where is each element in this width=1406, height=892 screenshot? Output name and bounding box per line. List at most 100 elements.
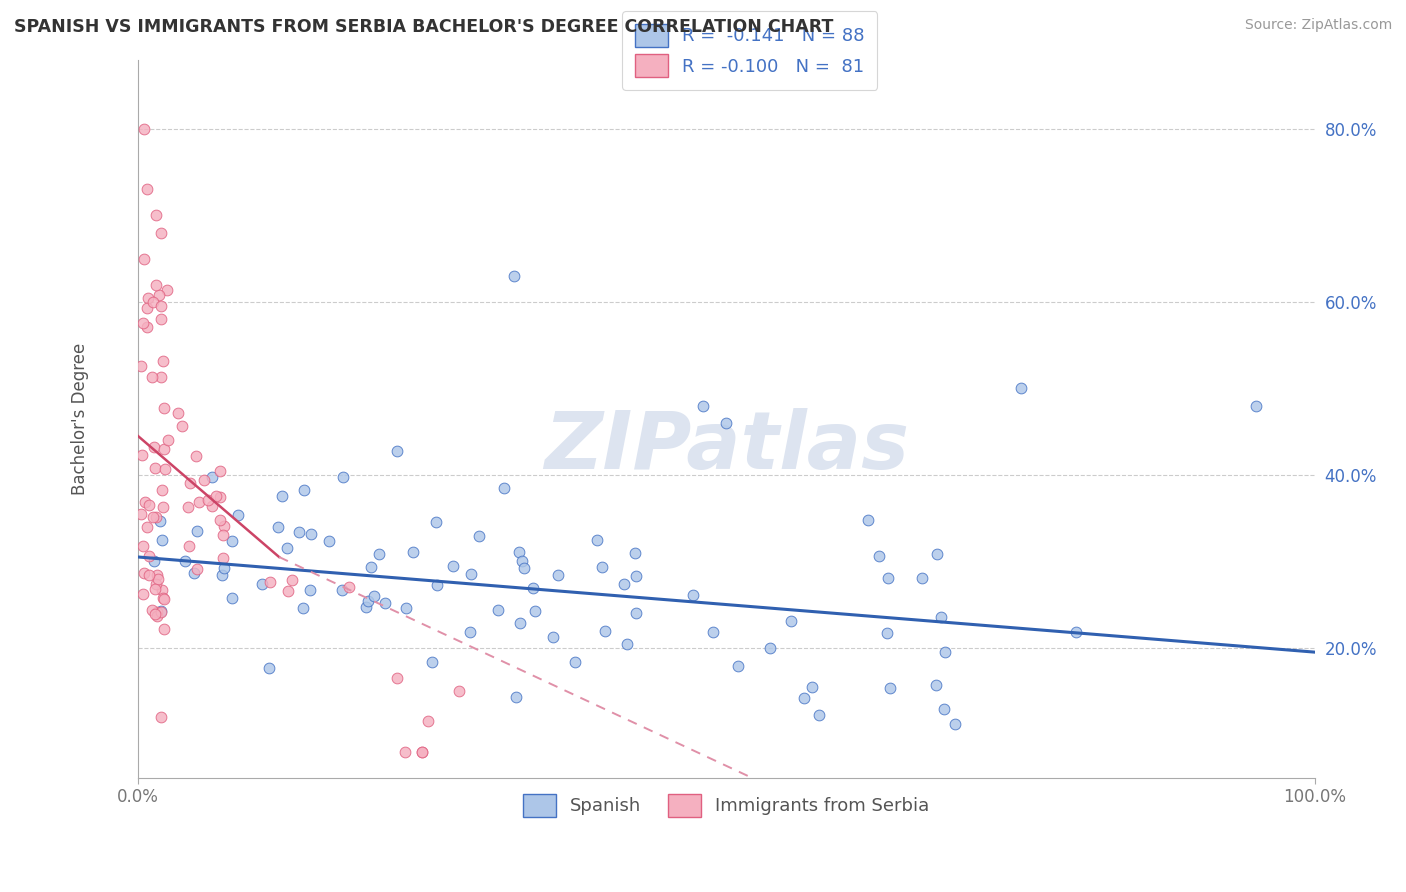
Point xyxy=(411,745,433,759)
Point xyxy=(332,470,354,484)
Point xyxy=(793,691,815,706)
Point xyxy=(186,562,208,576)
Point xyxy=(292,601,315,615)
Point xyxy=(616,637,638,651)
Point xyxy=(934,645,956,659)
Point xyxy=(142,554,165,568)
Point xyxy=(259,575,281,590)
Point xyxy=(145,510,167,524)
Point xyxy=(522,581,544,595)
Point xyxy=(146,568,169,582)
Point xyxy=(586,533,609,547)
Point xyxy=(910,571,932,585)
Point xyxy=(257,660,280,674)
Point xyxy=(267,520,290,534)
Point xyxy=(271,489,294,503)
Point xyxy=(626,569,648,583)
Point xyxy=(211,567,233,582)
Point xyxy=(547,568,569,582)
Point xyxy=(925,677,948,691)
Point xyxy=(153,622,176,636)
Point xyxy=(564,655,586,669)
Point xyxy=(212,551,235,566)
Point xyxy=(367,548,389,562)
Point xyxy=(1244,399,1267,413)
Point xyxy=(138,567,160,582)
Point xyxy=(136,291,159,305)
Point xyxy=(152,591,174,606)
Point xyxy=(716,416,738,430)
Point xyxy=(143,582,166,597)
Point xyxy=(505,690,527,705)
Point xyxy=(184,449,207,463)
Point xyxy=(228,508,250,522)
Point xyxy=(208,513,231,527)
Point xyxy=(458,625,481,640)
Point xyxy=(141,603,163,617)
Point xyxy=(512,553,534,567)
Point xyxy=(172,418,194,433)
Point xyxy=(143,440,166,454)
Legend: Spanish, Immigrants from Serbia: Spanish, Immigrants from Serbia xyxy=(515,785,939,826)
Point xyxy=(420,655,443,669)
Point xyxy=(943,717,966,731)
Point xyxy=(779,614,801,628)
Point xyxy=(209,490,232,504)
Point xyxy=(1064,624,1087,639)
Point xyxy=(193,473,215,487)
Point xyxy=(211,528,233,542)
Point xyxy=(360,560,382,574)
Point xyxy=(214,519,236,533)
Point xyxy=(221,534,243,549)
Point xyxy=(221,591,243,605)
Point xyxy=(132,539,155,553)
Point xyxy=(801,680,824,694)
Point xyxy=(145,461,167,475)
Point xyxy=(354,600,377,615)
Point xyxy=(138,549,160,564)
Point xyxy=(460,566,482,581)
Point xyxy=(856,513,879,527)
Point xyxy=(129,359,152,374)
Point xyxy=(541,630,564,644)
Point xyxy=(150,604,173,618)
Point xyxy=(145,577,167,591)
Point xyxy=(624,546,647,560)
Text: ZIPatlas: ZIPatlas xyxy=(544,409,908,486)
Text: Source: ZipAtlas.com: Source: ZipAtlas.com xyxy=(1244,18,1392,32)
Point xyxy=(132,121,155,136)
Point xyxy=(149,299,172,313)
Point xyxy=(524,604,547,618)
Point xyxy=(876,626,898,640)
Point xyxy=(149,605,172,619)
Point xyxy=(129,507,152,521)
Point xyxy=(152,500,174,514)
Point xyxy=(188,495,211,509)
Point xyxy=(173,554,195,568)
Point xyxy=(145,208,167,222)
Point xyxy=(153,442,176,457)
Point xyxy=(150,226,173,240)
Point xyxy=(441,558,464,573)
Point xyxy=(134,566,156,581)
Point xyxy=(357,594,380,608)
Point xyxy=(468,529,491,543)
Point xyxy=(201,470,224,484)
Point xyxy=(131,316,153,330)
Point xyxy=(626,606,648,620)
Point xyxy=(150,312,173,326)
Point xyxy=(150,483,173,498)
Point xyxy=(425,515,447,529)
Point xyxy=(595,624,617,639)
Y-axis label: Bachelor's Degree: Bachelor's Degree xyxy=(72,343,89,495)
Point xyxy=(141,370,163,384)
Point xyxy=(330,582,353,597)
Point xyxy=(503,268,526,283)
Point xyxy=(149,514,172,528)
Point xyxy=(682,588,704,602)
Point xyxy=(145,277,167,292)
Point xyxy=(486,603,509,617)
Point xyxy=(167,406,190,420)
Point xyxy=(385,671,408,685)
Point xyxy=(132,252,155,266)
